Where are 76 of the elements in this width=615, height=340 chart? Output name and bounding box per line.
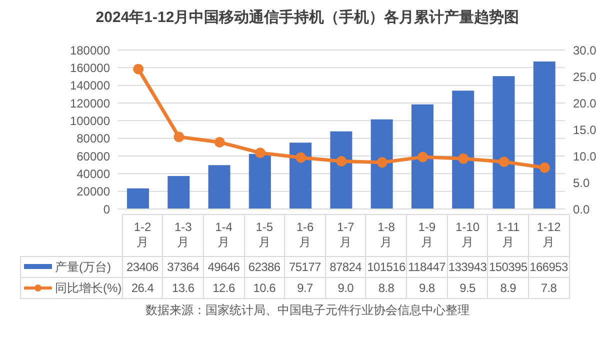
point [336, 156, 347, 167]
data-label: 23406 [122, 256, 163, 278]
bar [127, 188, 149, 209]
bar [290, 142, 312, 209]
source-note: 数据来源：国家统计局、中国电子元件行业协会信息中心整理 [144, 302, 470, 319]
data-label: 87824 [325, 256, 366, 278]
data-label: 62386 [244, 256, 285, 278]
data-label: 9.0 [325, 278, 366, 298]
data-label: 8.9 [488, 278, 528, 298]
bar [492, 76, 515, 209]
x-tick-label: 1-7月 [325, 214, 366, 256]
y2-tick-label: 5.0 [573, 176, 590, 190]
y-tick-label: 180000 [70, 43, 110, 58]
data-label: 166953 [528, 256, 570, 278]
y2-tick-label: 15.0 [573, 122, 597, 137]
x-tick-label: 1-10月 [447, 214, 488, 256]
data-label: 118447 [406, 256, 448, 278]
y-tick-label: 140000 [70, 78, 110, 93]
data-label: 101516 [366, 256, 407, 278]
data-label: 8.8 [366, 278, 407, 298]
data-label: 133943 [447, 256, 488, 278]
bar [330, 131, 352, 209]
y-tick-label: 60000 [76, 149, 110, 164]
legend-label: 同比增长(%) [54, 280, 122, 294]
point [174, 132, 184, 142]
point [376, 157, 388, 168]
data-label: 9.7 [284, 278, 326, 298]
x-tick-label: 1-3月 [162, 214, 204, 256]
bar [411, 104, 434, 209]
y-tick-label: 160000 [70, 60, 110, 75]
data-label: 49646 [203, 256, 244, 278]
y2-tick-label: 25.0 [573, 70, 597, 84]
y-tick-label: 80000 [76, 132, 110, 146]
y-tick-label: 40000 [76, 166, 110, 181]
data-label: 37364 [162, 256, 204, 278]
bar [452, 90, 474, 209]
point [254, 148, 266, 158]
point [418, 152, 428, 162]
data-label: 12.6 [203, 278, 244, 298]
x-tick-label: 1-4月 [203, 214, 244, 256]
bar [208, 165, 230, 209]
x-tick-label: 1-9月 [406, 214, 448, 256]
data-label: 9.8 [406, 278, 448, 298]
point [458, 153, 469, 164]
y-tick-label: 0 [103, 202, 110, 216]
data-label: 10.6 [244, 278, 285, 298]
data-label: 150395 [488, 256, 528, 278]
y2-tick-label: 20.0 [573, 96, 597, 110]
data-label: 75177 [284, 256, 326, 278]
x-tick-label: 1-6月 [284, 214, 326, 256]
bar [533, 62, 556, 209]
point [214, 136, 225, 148]
bar [248, 154, 271, 209]
x-tick-label: 1-5月 [244, 214, 285, 256]
legend-label: 产量(万台) [54, 260, 111, 274]
data-label: 9.5 [447, 278, 488, 298]
y2-tick-label: 30.0 [573, 43, 597, 58]
point [539, 162, 550, 173]
bar [370, 119, 393, 209]
data-label: 26.4 [122, 278, 163, 298]
data-label: 13.6 [162, 278, 204, 298]
bar [168, 176, 190, 209]
point [498, 156, 510, 168]
y-tick-label: 120000 [70, 96, 110, 110]
y2-tick-label: 0.0 [573, 202, 590, 216]
y-tick-label: 100000 [70, 114, 110, 128]
x-tick-label: 1-8月 [366, 214, 407, 256]
x-tick-label: 1-2月 [122, 214, 163, 256]
x-tick-label: 1-11月 [488, 214, 528, 256]
chart-title: 2024年1-12月中国移动通信手持机（手机）各月累计产量趋势图 [94, 8, 520, 27]
x-tick-label: 1-12月 [528, 214, 570, 256]
point [133, 64, 144, 74]
y2-tick-label: 10.0 [573, 149, 597, 164]
data-label: 7.8 [528, 278, 570, 298]
point [296, 152, 306, 163]
y-tick-label: 20000 [76, 184, 110, 199]
